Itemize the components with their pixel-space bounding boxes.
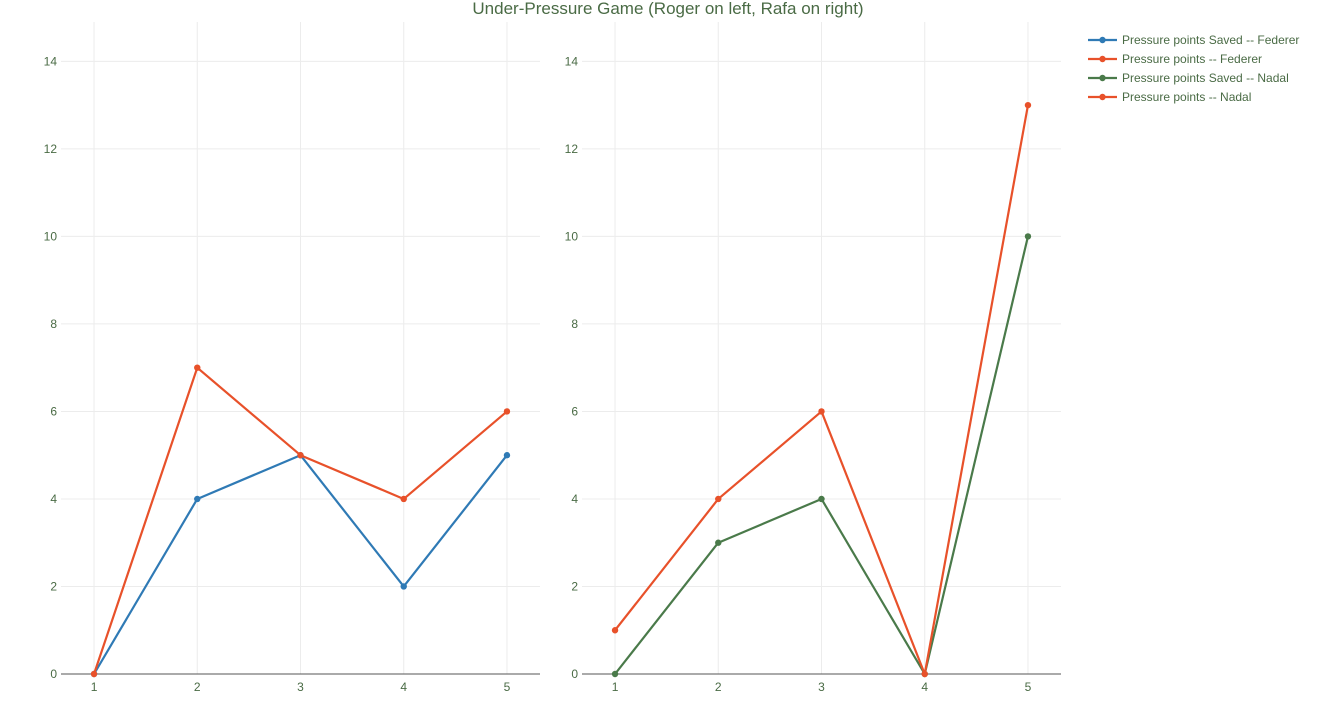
legend-item[interactable]: Pressure points Saved -- Federer	[1088, 33, 1299, 47]
legend-item[interactable]: Pressure points Saved -- Nadal	[1088, 71, 1289, 85]
legend[interactable]: Pressure points Saved -- Federer Pressure…	[1088, 33, 1299, 104]
x-tick-label: 1	[612, 680, 619, 694]
x-tick-label: 3	[297, 680, 304, 694]
x-tick-label: 4	[921, 680, 928, 694]
data-point	[194, 364, 201, 371]
legend-item[interactable]: Pressure points -- Federer	[1088, 52, 1262, 66]
data-point	[400, 495, 407, 503]
y-tick-label: 2	[50, 579, 57, 593]
y-tick-label: 12	[44, 142, 58, 156]
legend-item[interactable]: Pressure points -- Nadal	[1088, 90, 1251, 104]
legend-label: Pressure points -- Federer	[1122, 52, 1262, 66]
y-tick-label: 12	[565, 142, 579, 156]
legend-label: Pressure points Saved -- Federer	[1122, 33, 1299, 47]
x-tick-label: 2	[715, 680, 722, 694]
y-tick-label: 8	[50, 317, 57, 331]
data-point	[715, 539, 722, 546]
data-point	[194, 495, 201, 503]
data-point	[503, 452, 511, 459]
x-tick-label: 3	[818, 680, 825, 694]
legend-swatch-marker	[1099, 74, 1106, 82]
data-point	[921, 670, 928, 678]
y-tick-label: 6	[50, 404, 57, 418]
y-tick-label: 0	[571, 667, 578, 681]
data-point	[297, 452, 304, 459]
data-point	[818, 495, 825, 503]
data-point	[611, 627, 619, 634]
data-point	[611, 670, 619, 678]
legend-swatch-marker	[1099, 93, 1106, 101]
x-tick-label: 5	[1025, 680, 1032, 694]
y-tick-label: 0	[50, 667, 57, 681]
y-tick-label: 6	[571, 404, 578, 418]
data-point	[1024, 101, 1032, 109]
data-point	[503, 408, 511, 415]
y-tick-label: 10	[565, 229, 579, 243]
x-tick-label: 2	[194, 680, 201, 694]
data-point	[818, 408, 825, 415]
legend-swatch-marker	[1099, 55, 1106, 63]
data-point	[1024, 233, 1032, 240]
legend-label: Pressure points -- Nadal	[1122, 90, 1251, 104]
legend-swatch-marker	[1099, 36, 1106, 44]
y-tick-label: 2	[571, 579, 578, 593]
chart-title: Under-Pressure Game (Roger on left, Rafa…	[472, 0, 863, 18]
x-tick-label: 5	[504, 680, 511, 694]
y-tick-label: 10	[44, 229, 58, 243]
x-tick-label: 4	[400, 680, 407, 694]
y-tick-label: 4	[50, 492, 57, 506]
legend-label: Pressure points Saved -- Nadal	[1122, 71, 1289, 85]
data-point	[715, 495, 722, 503]
x-tick-label: 1	[91, 680, 98, 694]
data-point	[90, 670, 98, 678]
y-tick-label: 14	[44, 54, 58, 68]
y-tick-label: 8	[571, 317, 578, 331]
data-point	[400, 583, 407, 590]
y-tick-label: 14	[565, 54, 579, 68]
y-tick-label: 4	[571, 492, 578, 506]
